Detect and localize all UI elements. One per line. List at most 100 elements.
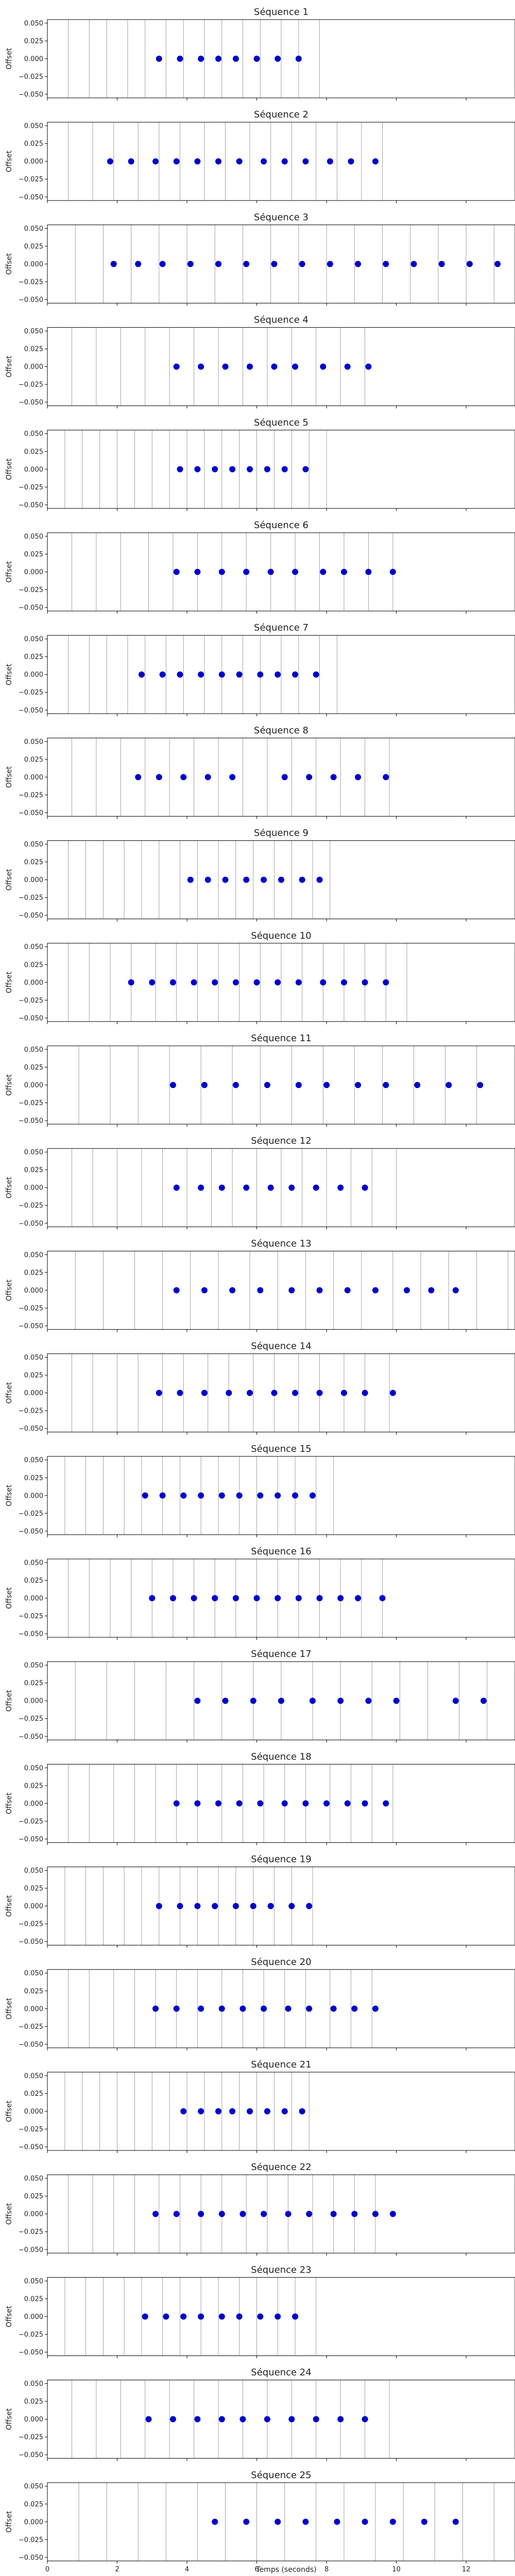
y-tick-label: 0.050 [24, 1662, 43, 1670]
y-tick-label: 0.000 [24, 1287, 43, 1295]
data-point [149, 1595, 156, 1601]
data-point [173, 363, 180, 370]
y-tick-label: 0.050 [24, 20, 43, 27]
x-tick-label: 4 [185, 2566, 189, 2573]
y-tick-label: −0.025 [19, 1304, 43, 1312]
data-point [218, 1184, 225, 1191]
data-point [222, 363, 229, 370]
data-point [389, 1389, 396, 1396]
data-point [194, 1800, 201, 1807]
data-point [323, 1082, 330, 1088]
data-point [362, 2518, 368, 2525]
data-point [194, 1903, 201, 1909]
data-point [212, 2518, 218, 2525]
y-axis-label: Offset [5, 2408, 13, 2430]
y-tick-label: 0.025 [24, 2501, 43, 2509]
data-point [135, 774, 142, 781]
data-point [344, 1287, 351, 1294]
data-point [383, 979, 389, 986]
y-tick-label: 0.025 [24, 1988, 43, 1995]
data-point [169, 1082, 176, 1088]
panel-title: Séquence 7 [254, 622, 308, 633]
data-point [159, 671, 166, 678]
data-point [212, 1595, 218, 1601]
data-point [334, 2518, 340, 2525]
y-tick-label: 0.025 [24, 756, 43, 764]
panel-title: Séquence 20 [251, 1957, 311, 1968]
data-point [250, 1698, 256, 1704]
y-tick-label: 0.025 [24, 2090, 43, 2098]
data-point [218, 2416, 225, 2422]
data-point [355, 1595, 362, 1601]
data-point [389, 569, 396, 575]
data-point [320, 363, 327, 370]
data-point [173, 158, 180, 165]
data-point [362, 1800, 368, 1807]
data-point [264, 1082, 270, 1088]
data-point [393, 1698, 400, 1704]
data-point [327, 261, 333, 267]
data-point [285, 2211, 291, 2217]
data-point [372, 1287, 379, 1294]
data-point [198, 2313, 204, 2320]
data-point [215, 2108, 222, 2114]
y-tick-label: 0.000 [24, 569, 43, 577]
data-point [177, 671, 183, 678]
y-axis-label: Offset [5, 1587, 13, 1609]
data-point [302, 2518, 309, 2525]
y-tick-label: 0.000 [24, 1903, 43, 1910]
y-tick-label: 0.000 [24, 2416, 43, 2424]
y-tick-label: 0.050 [24, 328, 43, 335]
x-tick-label: 0 [45, 2566, 49, 2573]
y-tick-label: −0.025 [19, 1510, 43, 1518]
data-point [316, 1389, 323, 1396]
data-point [355, 261, 362, 267]
data-point [239, 2211, 246, 2217]
y-tick-label: 0.000 [24, 876, 43, 884]
data-point [292, 1492, 299, 1499]
data-point [218, 671, 225, 678]
y-tick-label: 0.000 [24, 774, 43, 782]
data-point [320, 979, 327, 986]
y-axis-label: Offset [5, 253, 13, 275]
y-axis-label: Offset [5, 766, 13, 788]
y-tick-label: −0.025 [19, 689, 43, 697]
data-point [264, 466, 270, 472]
y-tick-label: 0.025 [24, 1372, 43, 1380]
data-point [281, 1800, 288, 1807]
y-tick-label: 0.000 [24, 158, 43, 166]
y-tick-label: −0.050 [19, 2349, 43, 2357]
y-tick-label: −0.050 [19, 912, 43, 920]
data-point [278, 1698, 284, 1704]
x-tick-label: 6 [254, 2566, 259, 2573]
data-point [295, 979, 302, 986]
y-tick-label: −0.050 [19, 2451, 43, 2459]
data-point [410, 261, 417, 267]
data-point [337, 1698, 344, 1704]
data-point [201, 1082, 208, 1088]
data-point [330, 2005, 337, 2012]
data-point [288, 1184, 295, 1191]
y-tick-label: 0.050 [24, 636, 43, 643]
data-point [316, 876, 323, 883]
y-tick-label: −0.050 [19, 809, 43, 817]
y-tick-label: 0.050 [24, 1354, 43, 1362]
panel-25: Séquence 25 0.050 0.025 0.000 −0.025 −0.050 Of… [5, 2470, 515, 2573]
panel-7: Séquence 7 0.050 0.025 0.000 −0.025 −0.050 Off… [5, 622, 515, 717]
data-point [348, 158, 354, 165]
y-tick-label: 0.025 [24, 1680, 43, 1687]
y-tick-label: 0.050 [24, 1251, 43, 1259]
panel-12: Séquence 12 0.050 0.025 0.000 −0.025 −0.050 Of… [5, 1136, 515, 1230]
data-point [243, 2518, 250, 2525]
data-point [229, 2108, 236, 2114]
data-point [292, 363, 299, 370]
data-point [295, 1082, 302, 1088]
data-point [257, 2313, 264, 2320]
data-point [362, 1389, 368, 1396]
data-point [365, 363, 372, 370]
data-point [306, 2005, 313, 2012]
y-tick-label: 0.050 [24, 1970, 43, 1977]
data-point [372, 2005, 379, 2012]
data-point [452, 1698, 459, 1704]
y-tick-label: −0.025 [19, 381, 43, 389]
